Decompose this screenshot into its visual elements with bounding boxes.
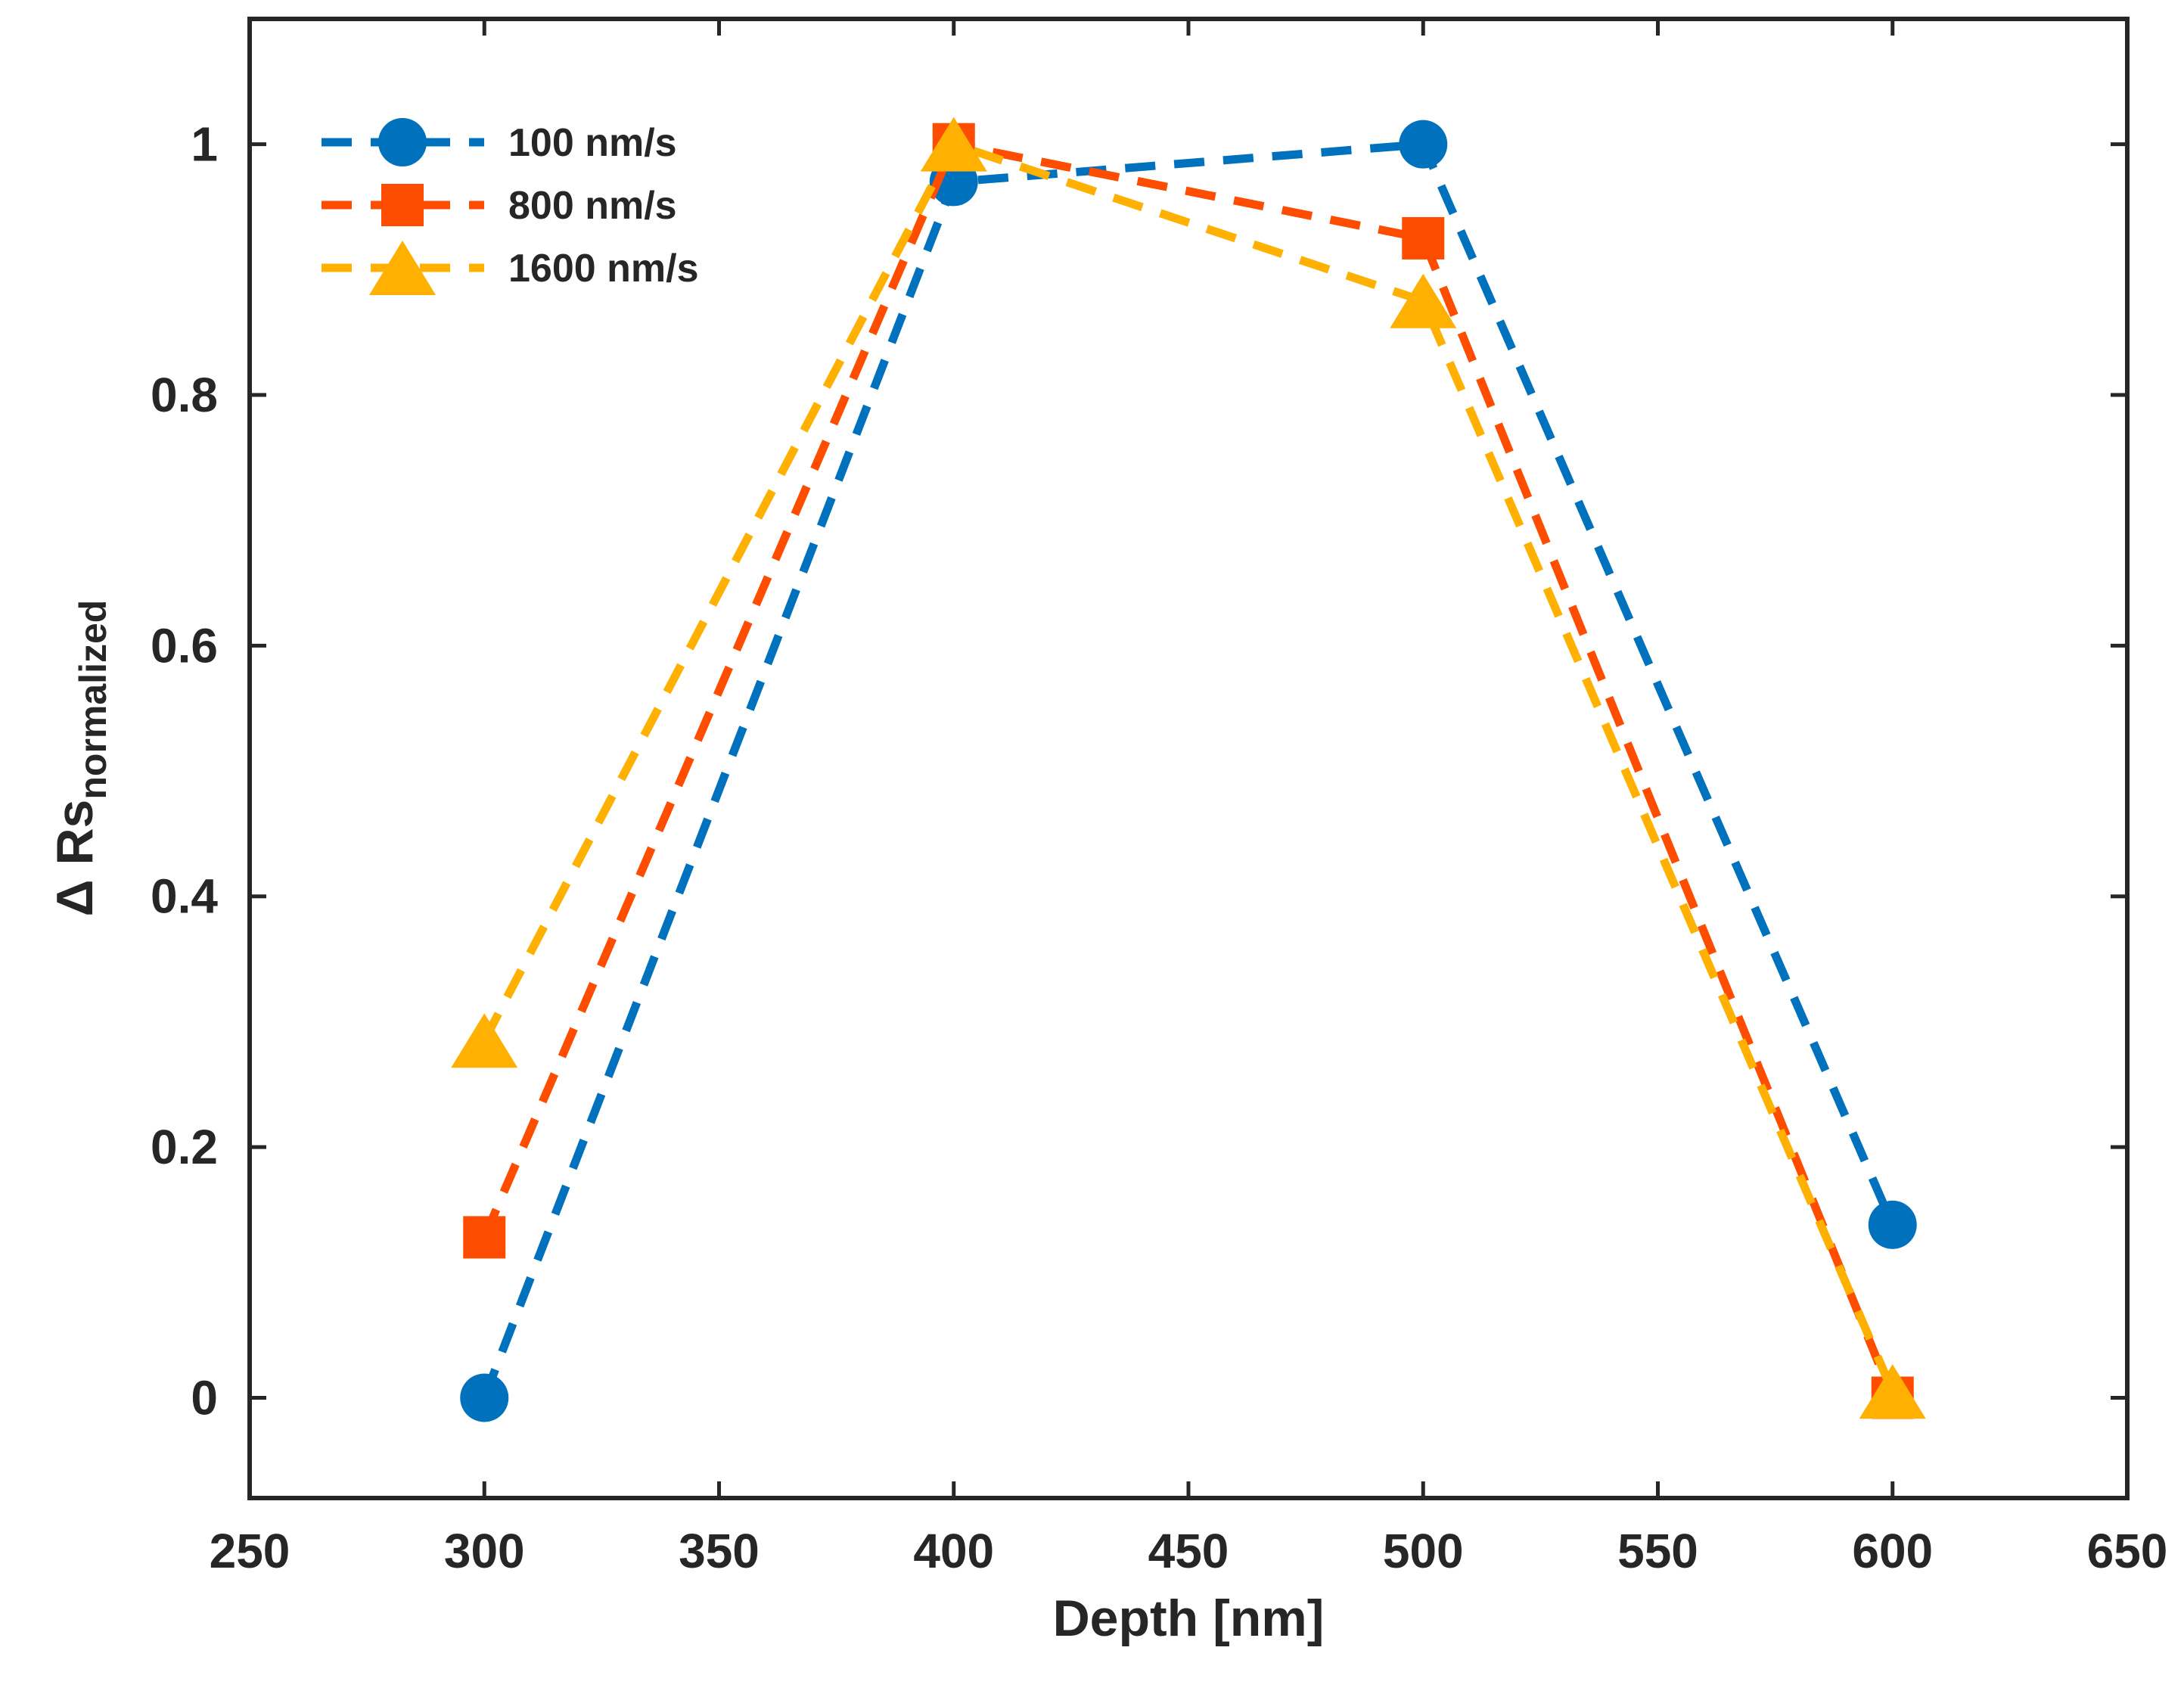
legend-item: 1600 nm/s xyxy=(322,241,699,295)
legend-label: 800 nm/s xyxy=(508,184,677,228)
series-line xyxy=(480,140,1897,1400)
x-tick-label: 500 xyxy=(1383,1524,1464,1578)
y-axis-title: Δ Rsnormalized xyxy=(46,600,114,917)
x-tick-label: 550 xyxy=(1617,1524,1698,1578)
series-3 xyxy=(451,117,1926,1419)
y-tick-label: 0.6 xyxy=(151,618,218,673)
x-tick-label: 450 xyxy=(1148,1524,1229,1578)
data-point xyxy=(451,1013,518,1068)
data-point xyxy=(460,1373,509,1422)
data-point xyxy=(1399,120,1448,169)
legend-label: 1600 nm/s xyxy=(508,247,699,291)
x-tick-label: 350 xyxy=(679,1524,760,1578)
series-line xyxy=(480,140,1897,1394)
y-tick-label: 0.8 xyxy=(151,368,218,422)
data-point xyxy=(463,1216,506,1259)
x-tick-label: 400 xyxy=(913,1524,994,1578)
x-axis-title: Depth [nm] xyxy=(1053,1590,1325,1647)
series-layer xyxy=(451,117,1926,1422)
data-point xyxy=(1402,216,1445,260)
series-1 xyxy=(460,120,1917,1422)
series-line xyxy=(480,140,1897,1400)
y-tick-label: 1 xyxy=(191,117,218,172)
data-point xyxy=(1868,1200,1917,1249)
x-tick-label: 250 xyxy=(210,1524,290,1578)
y-tick-label: 0.2 xyxy=(151,1120,218,1174)
y-tick-label: 0 xyxy=(191,1370,218,1425)
legend: 100 nm/s 800 nm/s 1600 nm/s xyxy=(322,118,699,295)
y-tick-label: 0.4 xyxy=(151,869,218,924)
legend-item: 100 nm/s xyxy=(322,118,677,166)
tick-layer: 250 300 350 400 450 500 550 600 650 0 0.2 0.4 0.6 0.8… xyxy=(151,19,2167,1578)
legend-item: 800 nm/s xyxy=(322,184,677,228)
legend-label: 100 nm/s xyxy=(508,121,677,165)
x-tick-label: 600 xyxy=(1852,1524,1933,1578)
x-tick-label: 650 xyxy=(2087,1524,2168,1578)
legend-marker xyxy=(369,241,436,295)
x-tick-label: 300 xyxy=(444,1524,525,1578)
legend-marker xyxy=(381,184,424,226)
y-axis-title-subscript: normalized xyxy=(72,600,114,800)
data-point xyxy=(1859,1364,1926,1419)
legend-marker xyxy=(378,118,427,166)
data-point xyxy=(1390,273,1457,328)
data-point xyxy=(920,117,987,172)
y-axis-title-main: Δ Rs xyxy=(46,800,104,917)
